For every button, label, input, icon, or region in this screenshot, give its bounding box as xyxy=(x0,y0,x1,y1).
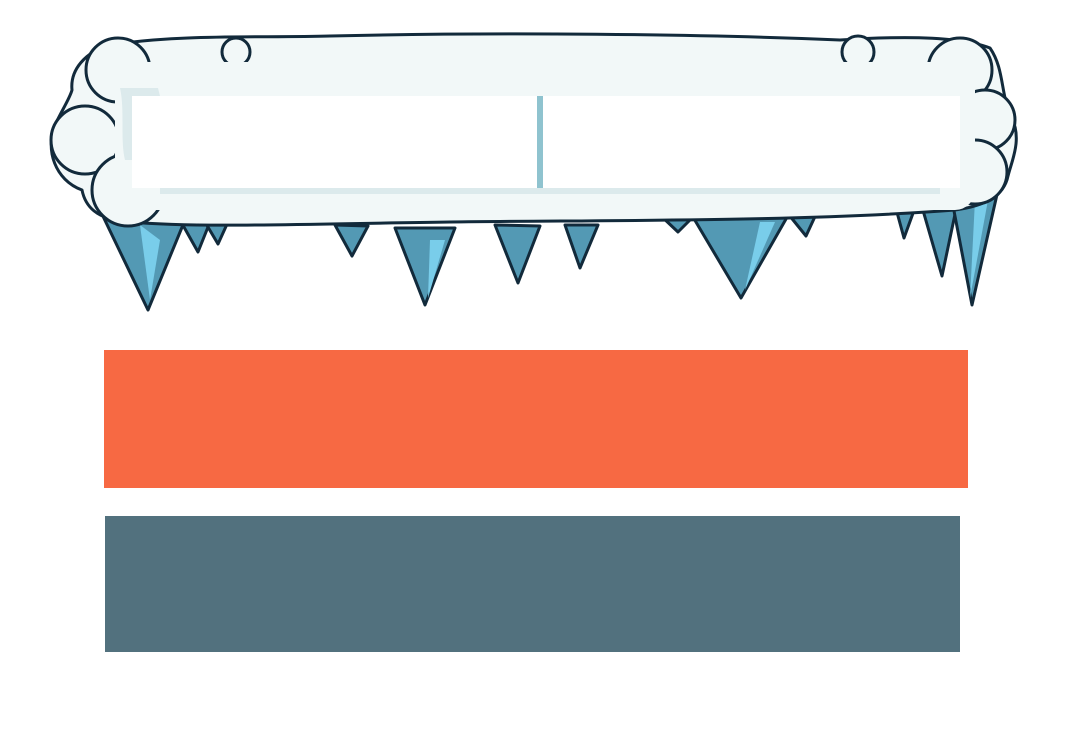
snow-frame xyxy=(49,32,1018,228)
primary-action-button[interactable] xyxy=(104,350,968,488)
icicles xyxy=(98,188,1000,312)
icicle xyxy=(333,223,370,258)
snow-panel xyxy=(0,0,1066,320)
score-divider xyxy=(537,96,543,188)
right-score-slot[interactable] xyxy=(546,96,958,188)
icicle xyxy=(493,223,542,285)
icicle xyxy=(688,210,792,300)
icicle xyxy=(563,223,600,270)
snow-frame-illustration xyxy=(49,32,1018,312)
left-score-value xyxy=(132,96,536,188)
secondary-action-button[interactable] xyxy=(105,516,960,652)
icicle xyxy=(393,226,457,307)
right-score-value xyxy=(546,96,958,188)
left-score-slot[interactable] xyxy=(132,96,536,188)
